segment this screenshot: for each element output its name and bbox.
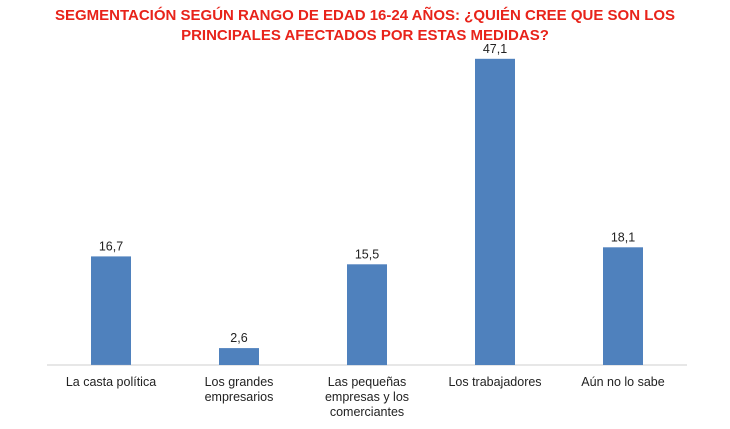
bar — [91, 256, 131, 365]
bar — [347, 264, 387, 366]
category-label-line: comerciantes — [330, 405, 404, 419]
category-label: La casta política — [66, 375, 156, 389]
category-label-line: empresas y los — [325, 390, 409, 404]
category-label-line: La casta política — [66, 375, 156, 389]
value-label: 18,1 — [611, 230, 635, 244]
value-label: 16,7 — [99, 239, 123, 253]
category-label-line: Los trabajadores — [448, 375, 541, 389]
value-label: 15,5 — [355, 247, 379, 261]
value-labels-group: 16,7 2,6 15,5 47,1 18,1 — [99, 42, 635, 345]
bar — [219, 348, 259, 365]
bar — [475, 58, 515, 366]
value-label: 47,1 — [483, 42, 507, 56]
category-label-line: Las pequeñas — [328, 375, 407, 389]
category-labels-group: La casta política Los grandes empresariosL… — [66, 375, 665, 419]
bars-group — [91, 58, 643, 366]
category-label-line: empresarios — [205, 390, 274, 404]
category-label-line: Aún no lo sabe — [581, 375, 664, 389]
category-label-line: Los grandes — [205, 375, 274, 389]
chart-title: SEGMENTACIÓN SEGÚN RANGO DE EDAD 16-24 A… — [54, 7, 676, 44]
category-label: Los trabajadores — [448, 375, 541, 389]
category-label: Los grandes empresarios — [205, 375, 274, 404]
category-label: Las pequeñas empresas y los comerciantes — [325, 375, 409, 419]
category-label: Aún no lo sabe — [581, 375, 664, 389]
value-label: 2,6 — [230, 331, 247, 345]
bar — [603, 247, 643, 365]
